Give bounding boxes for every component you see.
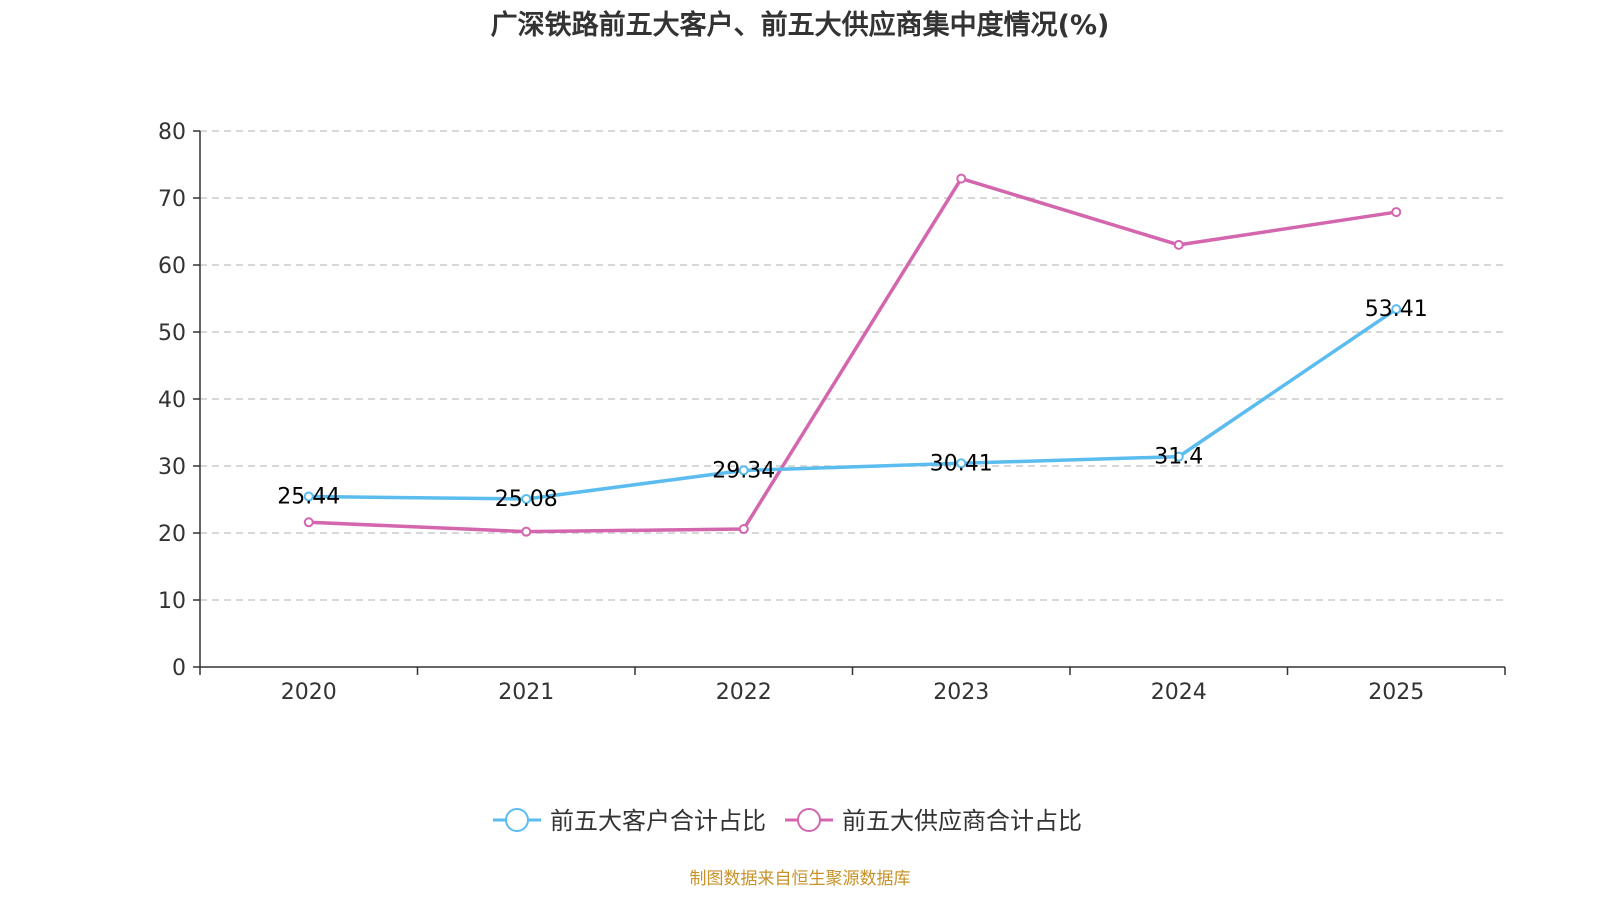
- series-1-point[interactable]: [956, 173, 967, 184]
- x-tick-label: 2020: [281, 680, 337, 705]
- data-label: 31.4: [1154, 445, 1203, 470]
- series-1-point[interactable]: [1173, 239, 1184, 250]
- legend-label: 前五大客户合计占比: [550, 807, 766, 835]
- legend-marker-icon: [797, 808, 821, 832]
- legend[interactable]: 前五大客户合计占比 前五大供应商合计占比: [493, 807, 1082, 835]
- series-1-point[interactable]: [738, 523, 749, 534]
- data-label: 29.34: [712, 458, 775, 483]
- series-lines: [303, 173, 1402, 537]
- legend-item-1[interactable]: 前五大供应商合计占比: [785, 807, 1082, 835]
- series-1-point[interactable]: [1391, 207, 1402, 218]
- series-1-point[interactable]: [303, 517, 314, 528]
- legend-item-0[interactable]: 前五大客户合计占比: [493, 807, 766, 835]
- y-tick-label: 0: [172, 656, 186, 681]
- y-tick-label: 60: [158, 254, 186, 279]
- y-tick-label: 70: [158, 187, 186, 212]
- y-tick-label: 80: [158, 120, 186, 145]
- data-label: 30.41: [930, 451, 993, 476]
- data-label: 25.08: [495, 487, 558, 512]
- data-labels: 25.44 25.08 29.34 30.41 31.4 53.41: [277, 297, 1427, 512]
- x-tick-label: 2021: [498, 680, 554, 705]
- series-0-point[interactable]: [521, 493, 532, 504]
- series-0-point[interactable]: [738, 465, 749, 476]
- series-line-1: [307, 176, 1398, 534]
- x-tick-label: 2022: [716, 680, 772, 705]
- legend-marker-icon: [505, 808, 529, 832]
- y-tick-label: 40: [158, 388, 186, 413]
- source-note: 制图数据来自恒生聚源数据库: [690, 869, 911, 889]
- axes: 0 10 20 30 40 50 60 70 80 2020 2021 2022 2023 2024 202…: [158, 120, 1506, 705]
- series-0-point[interactable]: [303, 491, 314, 502]
- data-label: 25.44: [277, 485, 340, 510]
- x-tick-label: 2025: [1368, 680, 1424, 705]
- y-tick-label: 50: [158, 321, 186, 346]
- data-label: 53.41: [1365, 297, 1428, 322]
- series-line-0: [307, 307, 1398, 501]
- y-tick-label: 20: [158, 522, 186, 547]
- series-0-point[interactable]: [1173, 451, 1184, 462]
- series-0-point[interactable]: [1391, 304, 1402, 315]
- legend-label: 前五大供应商合计占比: [842, 807, 1082, 835]
- x-tick-label: 2024: [1151, 680, 1207, 705]
- x-tick-label: 2023: [933, 680, 989, 705]
- y-tick-label: 30: [158, 455, 186, 480]
- series-0-point[interactable]: [956, 458, 967, 469]
- y-tick-label: 10: [158, 589, 186, 614]
- chart-title: 广深铁路前五大客户、前五大供应商集中度情况(%): [491, 9, 1110, 41]
- grid-lines: [200, 130, 1505, 601]
- series-1-point[interactable]: [521, 526, 532, 537]
